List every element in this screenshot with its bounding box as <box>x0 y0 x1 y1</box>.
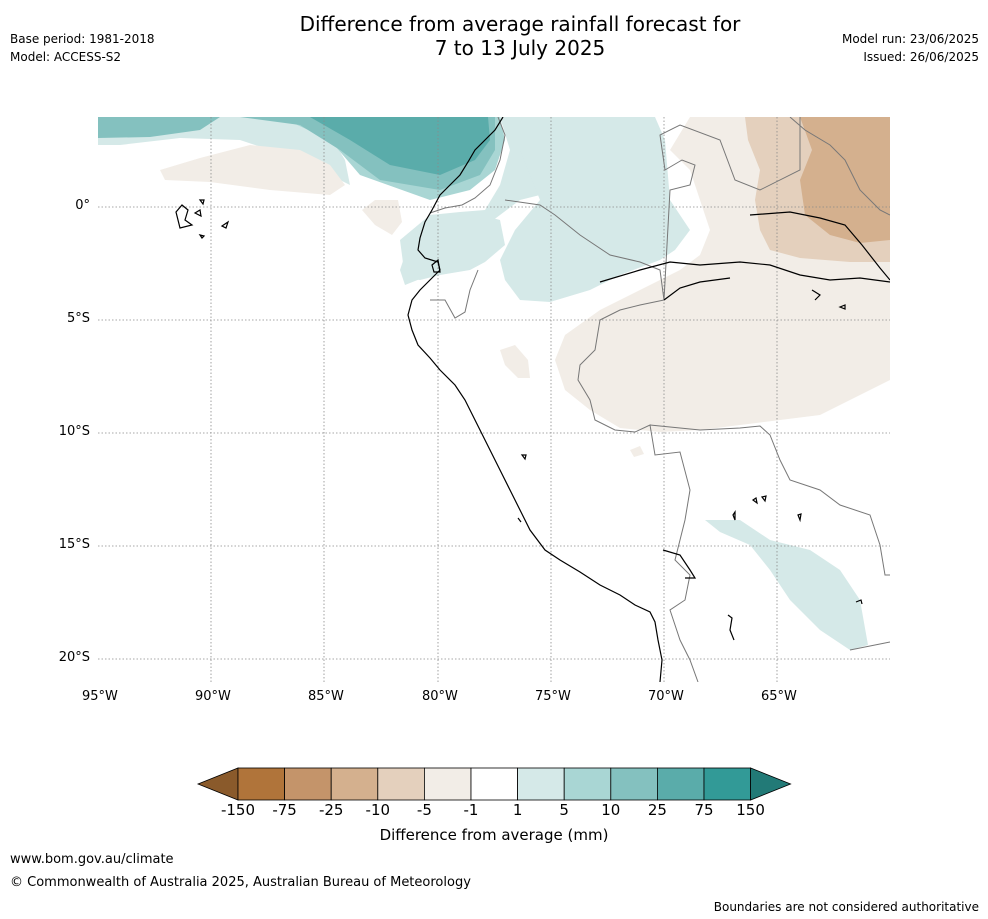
lon-label: 95°W <box>82 689 118 704</box>
colorbar-extend-high <box>750 767 792 801</box>
colorbar-segment <box>657 767 705 801</box>
colorbar-tick-label: 75 <box>694 801 714 819</box>
colorbar-segment <box>284 767 332 801</box>
colorbar-segment <box>610 767 658 801</box>
colorbar-tick-label: -75 <box>272 801 297 819</box>
lon-label: 80°W <box>422 689 458 704</box>
colorbar-tick-label: 25 <box>647 801 667 819</box>
lon-label: 65°W <box>761 689 797 704</box>
colorbar-tick-label: -1 <box>463 801 479 819</box>
colorbar-segment <box>703 767 751 801</box>
colorbar-segment <box>563 767 612 801</box>
colorbar-label: Difference from average (mm) <box>379 826 609 844</box>
wet-anomaly-land <box>400 117 868 650</box>
copyright-notice: © Commonwealth of Australia 2025, Austra… <box>10 875 471 890</box>
colorbar-segments <box>196 767 792 801</box>
boundary-disclaimer: Boundaries are not considered authoritat… <box>713 900 979 914</box>
lat-label: 5°S <box>66 311 90 326</box>
colorbar-tick-label: 1 <box>512 801 523 819</box>
lat-label: 20°S <box>58 650 90 665</box>
lon-label: 75°W <box>535 689 571 704</box>
page-title: Difference from average rainfall forecas… <box>0 12 988 60</box>
colorbar-segment <box>423 767 472 801</box>
colorbar-segment <box>237 767 285 801</box>
colorbar-tick-label: 10 <box>601 801 621 819</box>
lat-label: 10°S <box>58 424 90 439</box>
colorbar-tick-label: -25 <box>318 801 344 819</box>
title-line-1: Difference from average rainfall forecas… <box>299 12 741 36</box>
lat-label: 15°S <box>58 537 90 552</box>
colorbar-segment <box>470 767 518 801</box>
map-panel <box>98 117 890 682</box>
colorbar-tick-label: -10 <box>365 801 391 819</box>
dry-anomaly <box>160 117 890 457</box>
colorbar-tick-label: 5 <box>559 801 569 819</box>
title-line-2: 7 to 13 July 2025 <box>434 36 606 60</box>
colorbar-segment <box>517 767 565 801</box>
colorbar-tick-label: -5 <box>416 801 432 819</box>
model-name: Model: ACCESS-S2 <box>10 50 122 64</box>
lat-label: 0° <box>75 198 90 213</box>
coastline <box>175 117 890 682</box>
base-period: Base period: 1981-2018 <box>10 32 155 46</box>
country-borders <box>429 117 890 682</box>
colorbar-extend-low <box>196 767 239 801</box>
issued-date: Issued: 26/06/2025 <box>863 50 979 64</box>
lon-label: 70°W <box>648 689 684 704</box>
colorbar-segment <box>330 767 379 801</box>
colorbar-tick-label: -150 <box>220 801 256 819</box>
lon-label: 85°W <box>308 689 344 704</box>
graticule <box>98 117 890 682</box>
colorbar-segment <box>377 767 425 801</box>
model-run: Model run: 23/06/2025 <box>841 32 979 46</box>
lon-label: 90°W <box>195 689 231 704</box>
colorbar-tick-label: 150 <box>736 801 765 819</box>
website-link[interactable]: www.bom.gov.au/climate <box>10 852 174 867</box>
